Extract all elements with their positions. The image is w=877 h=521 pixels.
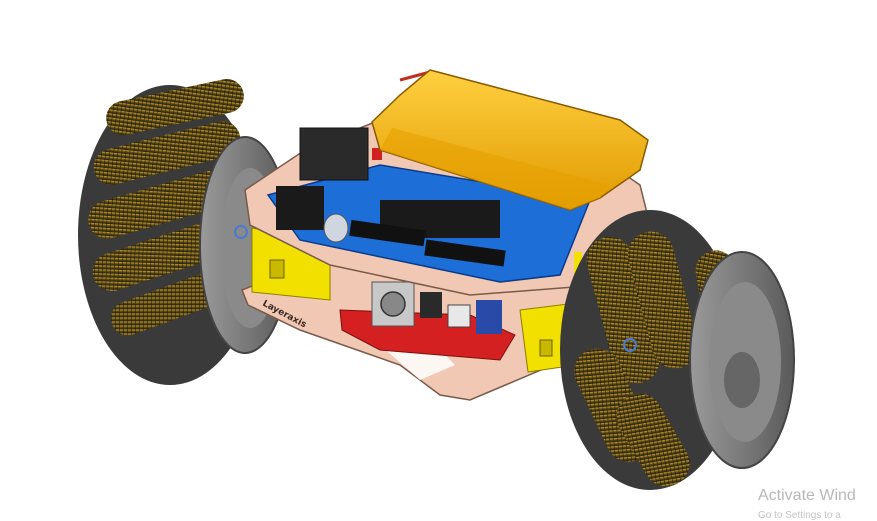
capacitor (323, 213, 349, 243)
activation-watermark-subtitle: Go to Settings to a (758, 510, 841, 521)
header-pins-left (349, 219, 426, 247)
motor-driver-board (339, 281, 516, 361)
header-pins-right (424, 239, 506, 267)
battery-pack (371, 69, 649, 211)
usb-jack (299, 127, 369, 181)
power-jack (276, 186, 324, 230)
reset-button (372, 148, 382, 160)
activation-watermark-title: Activate Wind (758, 487, 856, 504)
right-mecanum-wheel (560, 210, 795, 490)
